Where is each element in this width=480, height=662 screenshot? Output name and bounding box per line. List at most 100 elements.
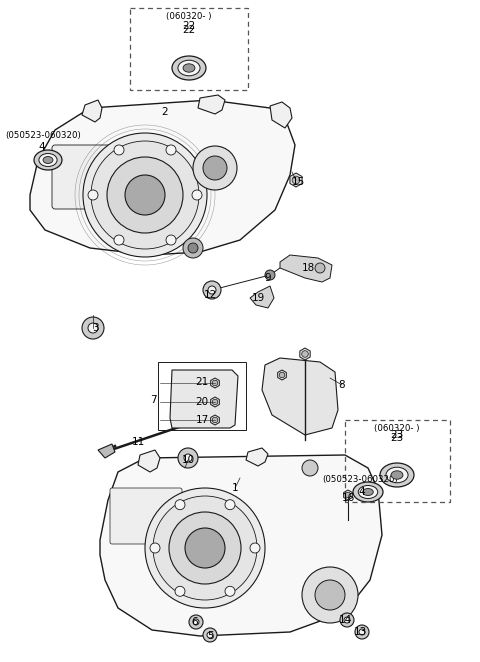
Text: 15: 15 xyxy=(291,177,305,187)
Text: 19: 19 xyxy=(252,293,264,303)
Circle shape xyxy=(340,613,354,627)
Circle shape xyxy=(207,632,213,638)
Text: 16: 16 xyxy=(341,493,355,503)
Circle shape xyxy=(225,587,235,596)
Circle shape xyxy=(302,460,318,476)
Polygon shape xyxy=(211,378,219,388)
Ellipse shape xyxy=(183,64,195,72)
Bar xyxy=(345,420,450,502)
Text: 10: 10 xyxy=(181,455,194,465)
Circle shape xyxy=(355,625,369,639)
Text: 17: 17 xyxy=(195,415,209,425)
Polygon shape xyxy=(344,490,352,500)
Circle shape xyxy=(359,629,365,635)
Text: 20: 20 xyxy=(195,397,209,407)
Text: 12: 12 xyxy=(204,290,216,300)
Text: 18: 18 xyxy=(301,263,314,273)
Ellipse shape xyxy=(39,154,57,167)
Polygon shape xyxy=(138,450,160,472)
Text: 21: 21 xyxy=(195,377,209,387)
Circle shape xyxy=(88,323,98,333)
Circle shape xyxy=(169,512,241,584)
Polygon shape xyxy=(262,358,338,435)
Ellipse shape xyxy=(363,489,373,495)
Text: (050523-060320): (050523-060320) xyxy=(322,475,398,484)
Polygon shape xyxy=(98,444,115,458)
Circle shape xyxy=(166,235,176,245)
Text: 3: 3 xyxy=(92,323,98,333)
Text: 23: 23 xyxy=(390,433,404,443)
Ellipse shape xyxy=(34,150,62,170)
Ellipse shape xyxy=(178,60,200,76)
Ellipse shape xyxy=(380,463,414,487)
Circle shape xyxy=(193,619,199,625)
Circle shape xyxy=(175,500,185,510)
Circle shape xyxy=(125,175,165,215)
Ellipse shape xyxy=(386,467,408,483)
Circle shape xyxy=(184,454,192,462)
Circle shape xyxy=(292,176,300,184)
Circle shape xyxy=(114,235,124,245)
FancyBboxPatch shape xyxy=(110,488,182,544)
Text: 7: 7 xyxy=(150,395,156,405)
Circle shape xyxy=(192,190,202,200)
Text: 13: 13 xyxy=(353,627,367,637)
Polygon shape xyxy=(280,255,332,282)
Text: 1: 1 xyxy=(232,483,238,493)
Text: 5: 5 xyxy=(207,631,213,641)
Text: 9: 9 xyxy=(264,273,271,283)
Circle shape xyxy=(208,286,216,294)
Ellipse shape xyxy=(391,471,403,479)
Circle shape xyxy=(145,488,265,608)
Polygon shape xyxy=(246,448,268,466)
Circle shape xyxy=(203,156,227,180)
Circle shape xyxy=(279,372,285,378)
Circle shape xyxy=(345,493,351,498)
Ellipse shape xyxy=(43,156,53,164)
Circle shape xyxy=(91,141,199,249)
Polygon shape xyxy=(170,370,238,428)
Polygon shape xyxy=(198,95,225,114)
Circle shape xyxy=(193,146,237,190)
Circle shape xyxy=(265,270,275,280)
Polygon shape xyxy=(82,100,102,122)
Circle shape xyxy=(107,157,183,233)
Polygon shape xyxy=(270,102,292,128)
Circle shape xyxy=(203,281,221,299)
Text: 22: 22 xyxy=(182,21,196,31)
Text: 2: 2 xyxy=(162,107,168,117)
Circle shape xyxy=(344,617,350,623)
Circle shape xyxy=(302,351,308,357)
Circle shape xyxy=(203,628,217,642)
Text: 8: 8 xyxy=(339,380,345,390)
Polygon shape xyxy=(30,100,295,255)
Circle shape xyxy=(189,615,203,629)
Circle shape xyxy=(88,190,98,200)
Polygon shape xyxy=(250,286,274,308)
Circle shape xyxy=(250,543,260,553)
Circle shape xyxy=(166,145,176,155)
Circle shape xyxy=(212,417,218,423)
Circle shape xyxy=(175,587,185,596)
Circle shape xyxy=(315,580,345,610)
Ellipse shape xyxy=(172,56,206,80)
Circle shape xyxy=(302,567,358,623)
Polygon shape xyxy=(211,415,219,425)
Bar xyxy=(130,8,248,90)
Circle shape xyxy=(315,263,325,273)
Text: (060320- ): (060320- ) xyxy=(166,11,212,21)
Circle shape xyxy=(185,528,225,568)
Circle shape xyxy=(150,543,160,553)
Ellipse shape xyxy=(353,482,383,502)
Circle shape xyxy=(188,243,198,253)
Text: 22: 22 xyxy=(182,25,196,35)
Circle shape xyxy=(153,496,257,600)
Text: (050523-060320): (050523-060320) xyxy=(5,131,81,140)
Circle shape xyxy=(178,448,198,468)
Text: 11: 11 xyxy=(132,437,144,447)
Circle shape xyxy=(225,500,235,510)
Text: 4: 4 xyxy=(358,487,365,497)
Polygon shape xyxy=(211,397,219,407)
Text: 6: 6 xyxy=(192,617,198,627)
Ellipse shape xyxy=(358,485,378,498)
